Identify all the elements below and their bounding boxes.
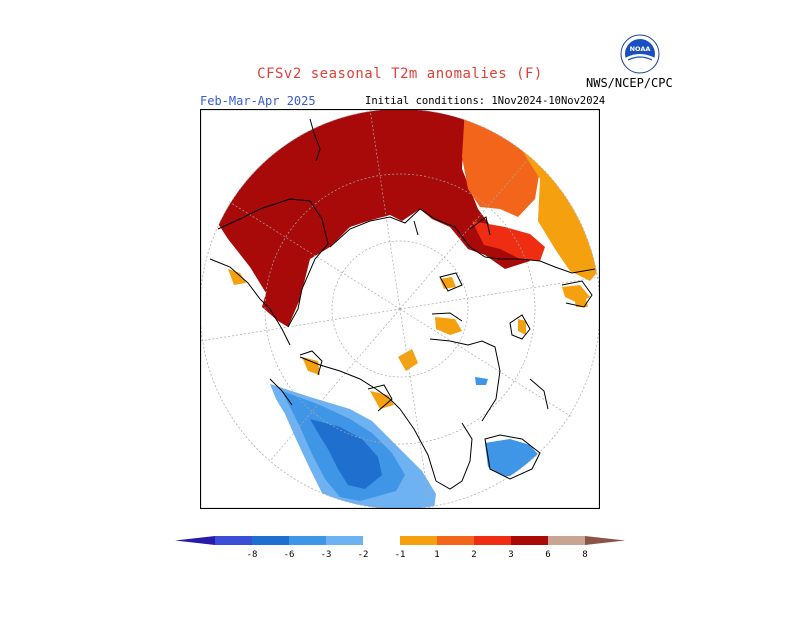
colorbar-segment bbox=[215, 536, 252, 545]
colorbar-segment bbox=[400, 536, 437, 545]
colorbar-segment bbox=[252, 536, 289, 545]
colorbar-tick-label: 8 bbox=[582, 550, 587, 560]
anomaly-siberia-very-warm bbox=[215, 109, 530, 327]
forecast-period: Feb-Mar-Apr 2025 bbox=[200, 94, 316, 108]
colorbar-segment bbox=[363, 536, 400, 545]
colorbar-tick-label: -6 bbox=[284, 550, 295, 560]
anomaly-patch-4 bbox=[398, 349, 418, 371]
colorbar-segment bbox=[474, 536, 511, 545]
colorbar-tick-label: 6 bbox=[545, 550, 550, 560]
initial-conditions: Initial conditions: 1Nov2024-10Nov2024 bbox=[365, 95, 606, 107]
anomaly-east-siberia-red bbox=[472, 221, 545, 261]
colorbar-arrow-right bbox=[585, 536, 625, 545]
colorbar-tick-label: 3 bbox=[508, 550, 513, 560]
colorbar-segment bbox=[511, 536, 548, 545]
anomaly-patch-1 bbox=[228, 269, 246, 285]
anomaly-patch-9 bbox=[440, 277, 456, 289]
anomaly-chukotka-slight-warm bbox=[505, 129, 600, 281]
graticule bbox=[200, 109, 600, 509]
colorbar-tick-label: -3 bbox=[321, 550, 332, 560]
anomaly-patch-5 bbox=[370, 391, 394, 409]
colorbar-tick-label: -2 bbox=[358, 550, 369, 560]
coastlines bbox=[209, 118, 596, 490]
colorbar: -8 -6 -3 -2 -1 1 2 3 6 8 bbox=[175, 536, 625, 560]
anomaly-patch-7 bbox=[518, 319, 526, 335]
anomaly-patch-cool-1 bbox=[475, 377, 488, 385]
colorbar-tick-label: 1 bbox=[434, 550, 439, 560]
anomaly-map bbox=[200, 109, 600, 509]
noaa-logo-text: NOAA bbox=[630, 45, 651, 53]
colorbar-segment bbox=[289, 536, 326, 545]
colorbar-tick-label: 2 bbox=[471, 550, 476, 560]
colorbar-segment bbox=[326, 536, 363, 545]
colorbar-segment bbox=[437, 536, 474, 545]
colorbar-arrow-left bbox=[175, 536, 215, 545]
agency-label: NWS/NCEP/CPC bbox=[586, 76, 673, 90]
noaa-logo: NOAA bbox=[620, 34, 660, 74]
colorbar-segment bbox=[548, 536, 585, 545]
colorbar-tick-label: -8 bbox=[247, 550, 258, 560]
anomaly-north-america-cool bbox=[310, 419, 382, 489]
anomaly-patch-3 bbox=[435, 317, 462, 335]
anomaly-patch-6 bbox=[302, 357, 320, 375]
map-title: CFSv2 seasonal T2m anomalies (F) bbox=[257, 66, 543, 82]
anomaly-patch-8 bbox=[574, 297, 588, 307]
colorbar-tick-label: -1 bbox=[395, 550, 406, 560]
